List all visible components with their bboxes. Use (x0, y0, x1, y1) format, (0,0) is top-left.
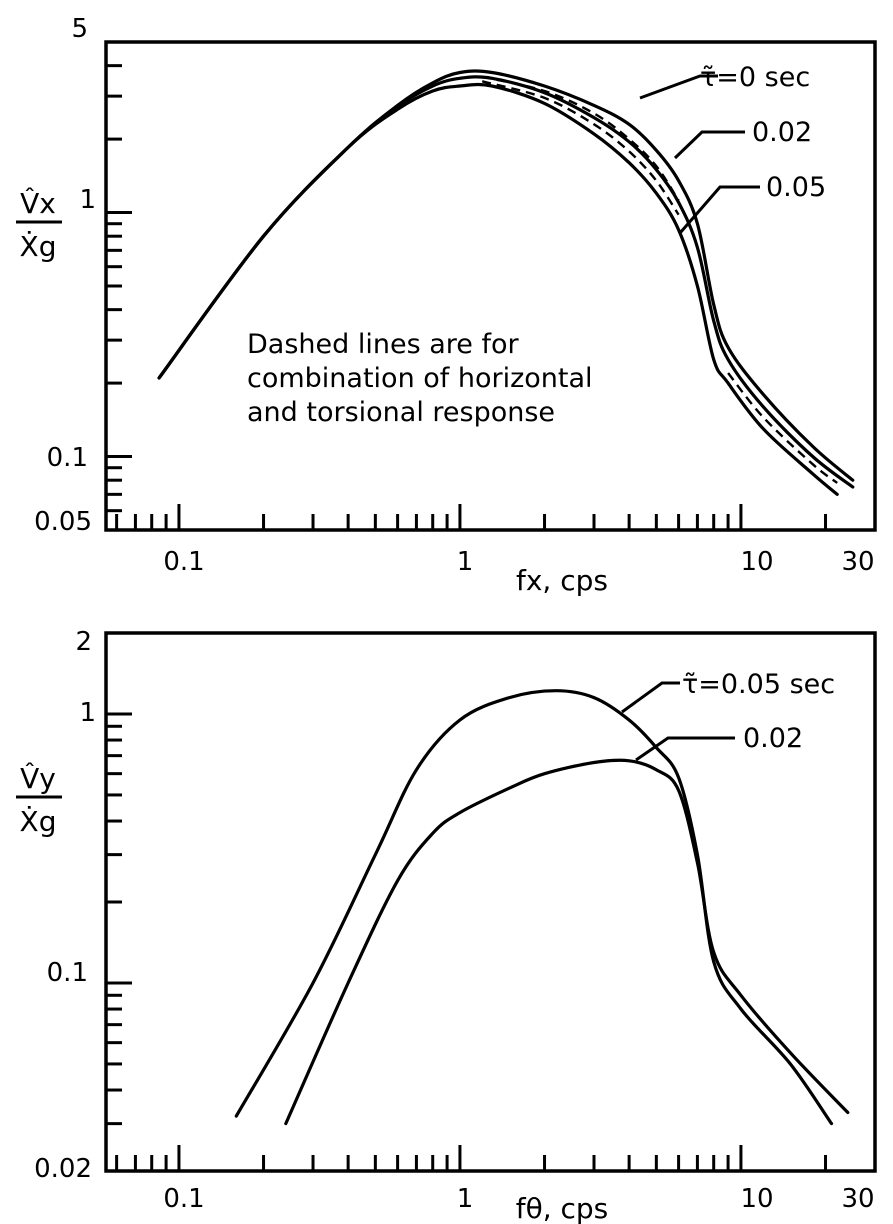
annotation-line-2: combination of horizontal (247, 363, 593, 394)
y-tick-label-5: 5 (71, 14, 88, 44)
dashed-series-line-1 (482, 81, 678, 214)
x-tick-label-1: 1 (457, 1184, 474, 1214)
y-tick-label-2: 2 (75, 627, 92, 657)
series-label-tau-0-05: τ̃=0.05 sec (682, 669, 835, 700)
annotation-line-3: and torsional response (247, 397, 555, 428)
x-tick-label-30: 30 (841, 1184, 874, 1214)
y-axis-label-numerator: V̂y (20, 762, 56, 795)
y-axis-label-denominator: Ẋg (20, 230, 57, 263)
x-axis-label: fθ, cps (516, 1192, 609, 1224)
y-tick-label-1: 1 (79, 698, 96, 728)
tick-marks-bottom (106, 714, 826, 1171)
x-tick-label-10: 10 (740, 547, 773, 577)
series-label-0-02: 0.02 (743, 723, 803, 754)
x-tick-label-0-1: 0.1 (163, 547, 204, 577)
series-label-0-02: 0.02 (752, 117, 812, 148)
annotation-line-1: Dashed lines are for (247, 329, 519, 360)
chart-top: 5 1 0.1 0.05 0.1 1 10 30 V̂x Ẋg fx, cps … (16, 14, 875, 597)
series-label-leader-tau-0-05 (622, 683, 680, 712)
tick-marks-top (106, 66, 826, 530)
series-line-0 (236, 691, 831, 1124)
x-axis-label: fx, cps (516, 564, 608, 597)
y-tick-label-0-05: 0.05 (34, 507, 92, 537)
plot-frame-bottom (106, 633, 875, 1171)
chart-bottom: 2 1 0.1 0.02 0.1 1 10 30 V̂y Ẋg fθ, cps … (16, 627, 875, 1224)
y-tick-label-0-02: 0.02 (34, 1154, 92, 1184)
x-tick-label-30: 30 (841, 547, 874, 577)
series-label-0-05: 0.05 (766, 172, 826, 203)
x-tick-label-10: 10 (740, 1184, 773, 1214)
series-line-1 (286, 760, 848, 1123)
x-tick-label-1: 1 (457, 547, 474, 577)
series-group-top (159, 71, 853, 494)
y-tick-label-1: 1 (79, 185, 96, 215)
x-tick-label-0-1: 0.1 (163, 1184, 204, 1214)
y-axis-label-denominator: Ẋg (20, 805, 57, 838)
series-group-bottom (236, 691, 848, 1124)
y-tick-label-0-1: 0.1 (47, 443, 88, 473)
series-label-tau-0: τ̃=0 sec (700, 62, 810, 93)
y-tick-label-0-1: 0.1 (47, 958, 88, 988)
y-axis-label-numerator: V̂x (20, 187, 56, 220)
series-line-2 (159, 85, 837, 495)
plot-frame-top (106, 42, 875, 530)
series-label-leader-0-02 (675, 132, 745, 158)
